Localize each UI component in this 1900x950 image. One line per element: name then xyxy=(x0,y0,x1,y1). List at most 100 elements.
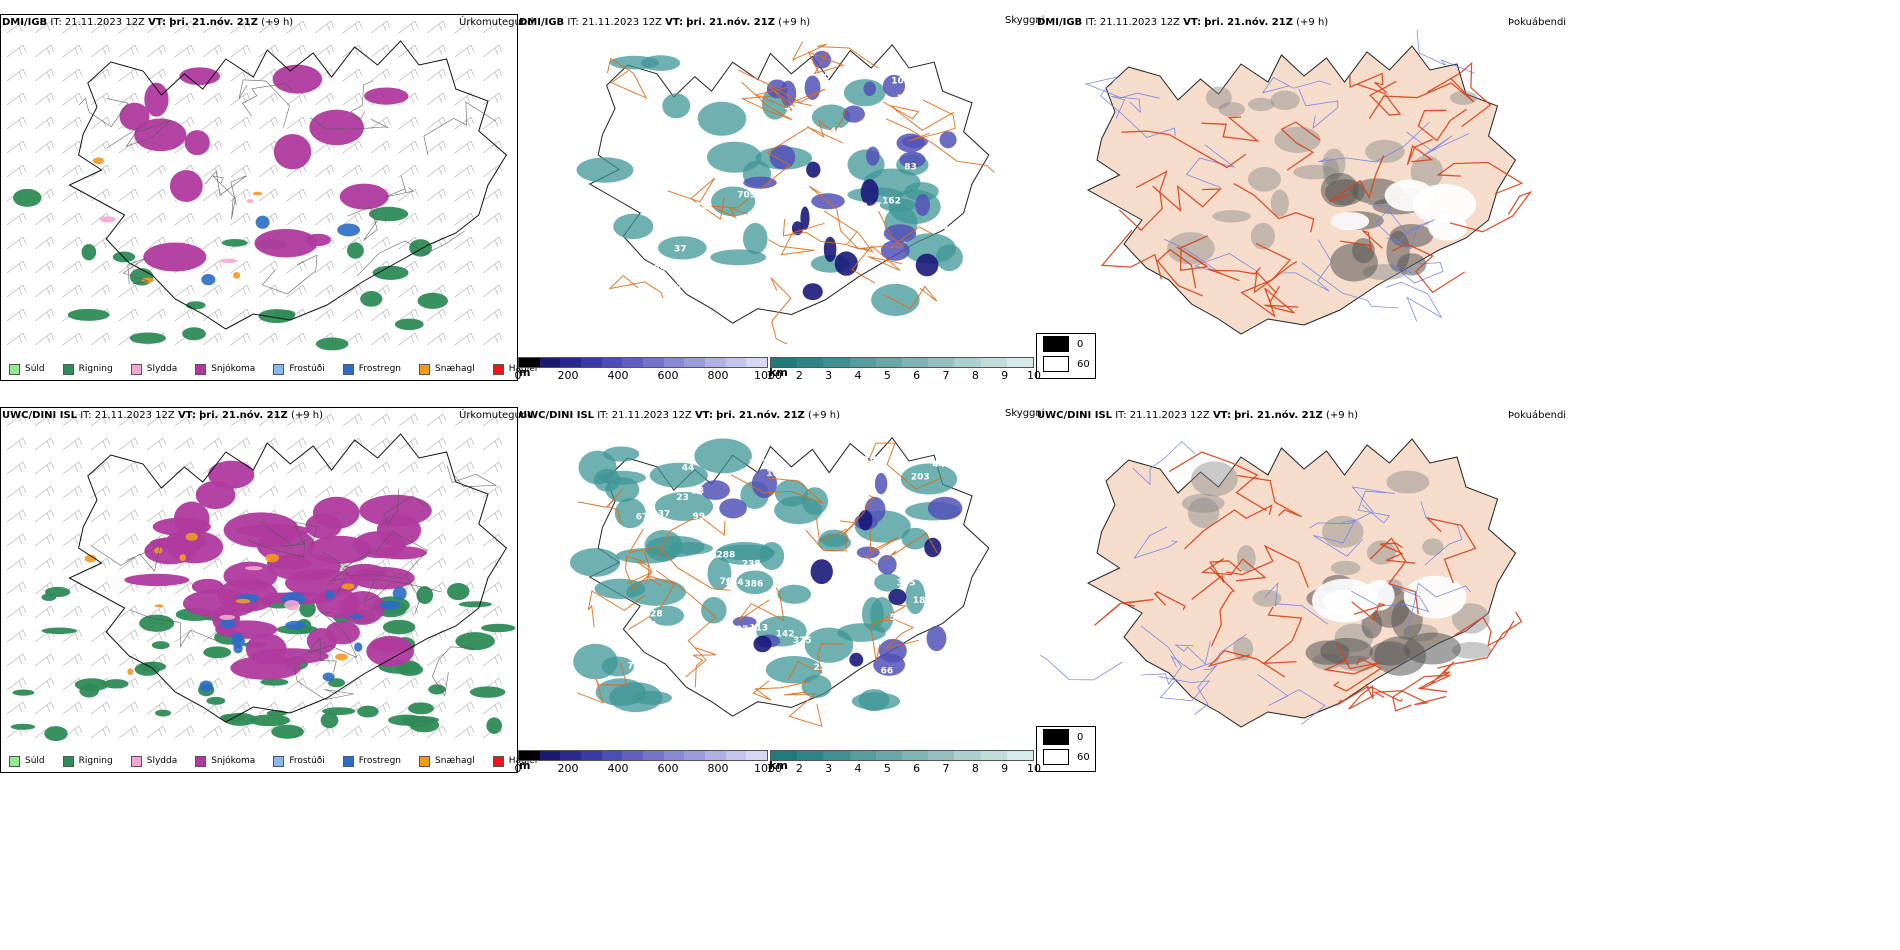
visibility-value-label: 73 xyxy=(936,222,949,232)
colorbar-tick-label: 4 xyxy=(854,762,862,775)
colorbar-tick-label: 7 xyxy=(942,762,950,775)
colorbar-tick-label: 9 xyxy=(1001,369,1009,382)
visibility-value-label: 165 xyxy=(766,469,785,479)
colorbar-segment xyxy=(622,358,644,367)
fog-panel-dmi xyxy=(1040,30,1560,370)
fog-legend-swatch xyxy=(1043,749,1069,765)
visibility-value-label: 73 xyxy=(687,120,700,130)
precip-type-legend: Súld Rigning Slydda Snjókoma Frostúði Frostre… xyxy=(1,358,547,380)
visibility-value-label: 288 xyxy=(717,551,736,561)
visibility-value-label: 121 xyxy=(688,202,707,212)
colorbar-tick-label: 9 xyxy=(1001,762,1009,775)
colorbar-tick-label: 0 xyxy=(514,762,522,775)
init-time: 21.11.2023 12Z xyxy=(1129,410,1210,421)
colorbar-tick-label: 1 xyxy=(766,762,774,775)
visibility-colorbar-km: 1 2 3 4 5 6 7 8 9 10 xyxy=(767,357,1041,382)
colorbar-segment xyxy=(849,358,876,367)
valid-time: þri. 21.nóv. 21Z xyxy=(1234,410,1323,421)
panel-title-precip-type: Úrkomutegund xyxy=(459,17,534,28)
visibility-value-label: 16 xyxy=(738,270,751,280)
panel-title-fog: Þokuábendi xyxy=(1508,17,1567,28)
colorbar-segment xyxy=(771,751,798,760)
model-name: UWC/DINI ISL xyxy=(2,410,78,421)
visibility-value-label: 157 xyxy=(748,459,767,469)
colorbar-tick-label: 1000 xyxy=(754,762,782,775)
visibility-value-label: 23 xyxy=(676,493,689,503)
colorbar-tick-label: 200 xyxy=(557,762,579,775)
legend-label: Snjókoma xyxy=(211,756,256,766)
unit-km: km xyxy=(769,366,788,379)
colorbar-segment xyxy=(684,358,706,367)
colorbar-tick-label: 400 xyxy=(607,762,629,775)
legend-item-haglél: Haglél xyxy=(492,363,537,375)
visibility-value-label: 183 xyxy=(913,596,932,606)
colorbar-segment xyxy=(746,358,768,367)
valid-time: þri. 21.nóv. 21Z xyxy=(1204,17,1293,28)
visibility-value-label: 142 xyxy=(776,630,795,640)
colorbar-segment xyxy=(746,751,768,760)
model-name: UWC/DINI ISL xyxy=(519,410,595,421)
visibility-value-label: 37 xyxy=(674,245,687,255)
legend-swatch xyxy=(9,755,20,767)
colorbar-tick-label: 400 xyxy=(607,369,629,382)
valid-time: þri. 21.nóv. 21Z xyxy=(199,410,288,421)
legend-item-frostúði: Frostúði xyxy=(273,755,325,767)
visibility-value-label: 171 xyxy=(839,611,858,621)
legend-label: Rigning xyxy=(78,364,113,374)
panel-title-precip-type: Úrkomutegund xyxy=(459,410,534,421)
visibility-value-label: 219 xyxy=(656,164,675,174)
legend-item-súld: Súld xyxy=(9,755,45,767)
colorbar-tick-label: 2 xyxy=(795,369,803,382)
visibility-map-uwc: 1714476448792399288259511942031281421571… xyxy=(570,437,990,728)
colorbar-segment xyxy=(823,751,850,760)
visibility-value-label: 37 xyxy=(658,509,671,519)
colorbar-segment xyxy=(539,751,561,760)
colorbar-tick-label: 600 xyxy=(657,369,679,382)
colorbar-tick-label: 3 xyxy=(825,369,833,382)
legend-item-rigning: Rigning xyxy=(62,755,113,767)
colorbar-tick-label: 200 xyxy=(557,369,579,382)
colorbar-segment xyxy=(519,358,540,367)
header-dmi-precip: DMI/IGB IT: 21.11.2023 12Z VT: þri. 21.n… xyxy=(2,17,294,28)
visibility-value-label: 407 xyxy=(664,283,683,293)
colorbar-segment xyxy=(980,751,1007,760)
visibility-value-label: 375 xyxy=(793,636,812,646)
colorbar-segment xyxy=(560,358,582,367)
colorbar-segment xyxy=(539,358,561,367)
init-time: 21.11.2023 12Z xyxy=(94,410,175,421)
visibility-value-label: 203 xyxy=(911,473,930,483)
legend-label: Snjókoma xyxy=(211,364,256,374)
colorbar-segment xyxy=(1006,358,1034,367)
visibility-value-label: 70 xyxy=(897,94,910,104)
fog-legend-item: 60 xyxy=(1037,354,1095,374)
visibility-value-label: 74 xyxy=(784,108,797,118)
colorbar-tick-label: 7 xyxy=(942,369,950,382)
header-uwc-precip: UWC/DINI ISL IT: 21.11.2023 12Z VT: þri.… xyxy=(2,410,324,421)
lead-time: (+9 h) xyxy=(290,410,324,421)
lead-time: (+9 h) xyxy=(778,17,811,28)
visibility-value-label: 41 xyxy=(830,127,843,137)
colorbar-segment xyxy=(980,358,1007,367)
legend-swatch xyxy=(492,363,504,375)
legend-item-slydda: Slydda xyxy=(130,363,177,375)
visibility-value-label: 39 xyxy=(875,128,888,138)
precip-type-panel-uwc: Súld Rigning Slydda Snjókoma Frostúði Frostre… xyxy=(0,407,537,773)
visibility-value-label: 99 xyxy=(693,512,706,522)
legend-swatch xyxy=(492,755,504,767)
colorbar-segment xyxy=(725,358,747,367)
colorbar-segment xyxy=(643,358,664,367)
colorbar-tick-label: 2 xyxy=(795,762,803,775)
legend-swatch xyxy=(9,363,20,375)
legend-swatch xyxy=(130,363,142,375)
visibility-panel-uwc: 171 44 76 448 79 23 99 288 259 511 94 203 128 142 157 1… xyxy=(518,407,1038,773)
colorbar-segment xyxy=(954,358,981,367)
colorbar-segment xyxy=(771,358,798,367)
colorbar-segment xyxy=(902,751,929,760)
model-name: DMI/IGB xyxy=(2,17,48,28)
visibility-value-label: 548 xyxy=(851,142,870,152)
colorbar-tick-label: 800 xyxy=(707,762,729,775)
visibility-value-label: 72 xyxy=(633,239,646,249)
visibility-value-label: 91 xyxy=(918,85,931,95)
fog-legend-label: 0 xyxy=(1077,731,1084,743)
fog-legend: 0 60 xyxy=(1036,333,1096,379)
